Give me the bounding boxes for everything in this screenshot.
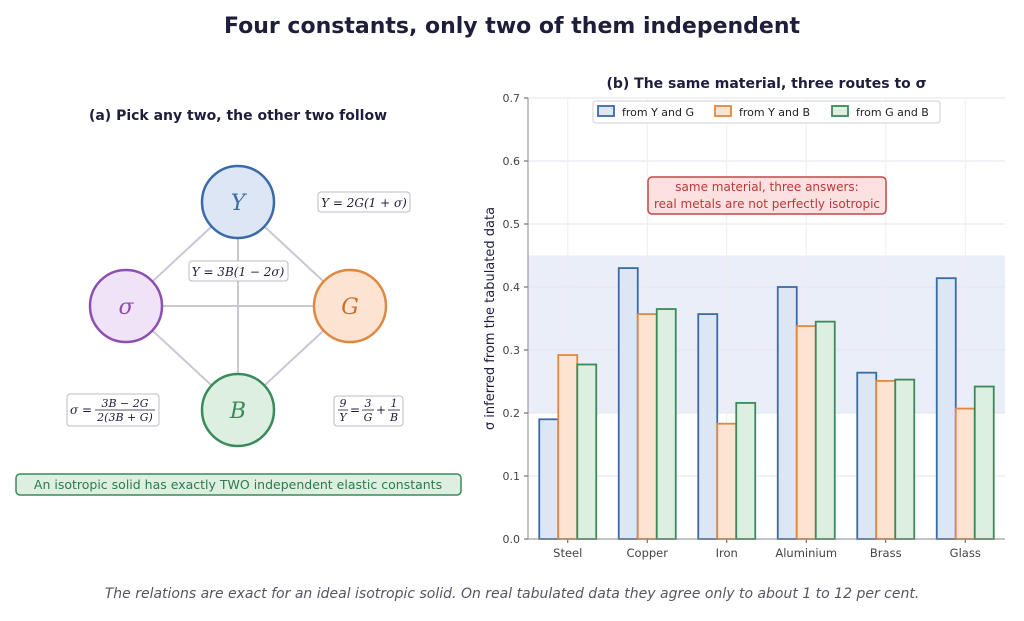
- relation-text: Y = 3B(1 − 2σ): [192, 265, 285, 279]
- relation-sigma-numerator: 3B − 2G: [101, 397, 148, 410]
- footnote: The relations are exact for an ideal iso…: [104, 586, 920, 602]
- bar-copper-series-1: [617, 267, 639, 540]
- annotation-box: [647, 176, 887, 215]
- inv-lhs-num: 9: [340, 397, 347, 410]
- bar-iron-series-2: [716, 422, 738, 540]
- x-tick-label: Iron: [716, 546, 738, 560]
- legend-swatch-2: [714, 105, 732, 117]
- legend-box: [592, 100, 941, 124]
- left-panel-title: (a) Pick any two, the other two follow: [89, 108, 387, 124]
- node-y-circle: [200, 164, 276, 240]
- relation-y-from-g: Y = 2G(1 + σ): [317, 191, 411, 213]
- y-tick-label: 0.6: [503, 155, 521, 168]
- relation-box: [317, 191, 411, 213]
- bar-glass-series-1: [935, 277, 957, 540]
- bar-steel-series-1: [538, 418, 560, 540]
- legend-swatch-1: [597, 105, 615, 117]
- legend-label-1: from Y and G: [622, 106, 694, 119]
- chart-title: (b) The same material, three routes to σ: [606, 76, 926, 92]
- x-tick-label: Aluminium: [775, 546, 837, 560]
- y-tick-label: 0.4: [503, 281, 521, 294]
- inv-plus: +: [376, 403, 386, 417]
- bar-brass-series-3: [894, 378, 916, 540]
- inv-t2-den: B: [389, 411, 398, 424]
- bar-steel-series-2: [557, 354, 579, 540]
- relation-y-from-b: Y = 3B(1 − 2σ): [188, 260, 289, 282]
- x-tick-label: Copper: [627, 546, 669, 560]
- relation-box: [188, 260, 289, 282]
- y-tick-label: 0.2: [503, 407, 521, 420]
- page-title: Four constants, only two of them indepen…: [224, 14, 800, 39]
- y-tick-label: 0.7: [503, 92, 521, 105]
- node-b-label: B: [229, 399, 246, 424]
- sigma-bar-chart: 0.0 0.1 0.2 0.3 0.4 0.5 0.6 0.7 Steel Copper Iron A…: [483, 76, 1005, 560]
- legend-label-2: from Y and B: [739, 106, 810, 119]
- bar-iron-series-3: [735, 402, 757, 540]
- independence-note: An isotropic solid has exactly TWO indep…: [15, 473, 462, 496]
- node-sigma-label: σ: [118, 295, 134, 320]
- node-b-circle: [200, 372, 276, 448]
- node-g-circle: [312, 268, 388, 344]
- relation-sigma-lhs: σ =: [70, 403, 92, 417]
- node-g-label: G: [341, 295, 359, 320]
- node-sigma: σ: [88, 268, 164, 344]
- x-tick-label: Brass: [870, 546, 902, 560]
- y-tick-label: 0.0: [503, 533, 521, 546]
- bar-aluminium-series-1: [776, 286, 798, 540]
- bar-aluminium-series-3: [814, 320, 836, 540]
- annotation-line-1: same material, three answers:: [675, 180, 858, 194]
- relation-sigma: σ = 3B − 2G 2(3B + G): [66, 393, 160, 427]
- legend-label-3: from G and B: [856, 106, 929, 119]
- node-b: B: [200, 372, 276, 448]
- node-g: G: [312, 268, 388, 344]
- bar-brass-series-1: [856, 371, 878, 540]
- inv-lhs-den: Y: [339, 411, 348, 424]
- relation-sigma-denominator: 2(3B + G): [96, 411, 153, 424]
- inv-t1-num: 3: [365, 397, 372, 410]
- relation-inverse: 9 Y = 3 G + 1 B: [333, 395, 404, 427]
- node-y-label: Y: [231, 191, 248, 216]
- note-text: An isotropic solid has exactly TWO indep…: [34, 477, 442, 492]
- node-sigma-circle: [88, 268, 164, 344]
- bar-aluminium-series-2: [795, 325, 817, 540]
- legend-swatch-3: [831, 105, 849, 117]
- inv-t1-den: G: [364, 411, 373, 424]
- inv-eq: =: [350, 403, 360, 417]
- inv-t2-num: 1: [391, 397, 398, 410]
- bar-steel-series-3: [576, 363, 598, 540]
- relation-box: [333, 395, 404, 427]
- y-tick-label: 0.3: [503, 344, 521, 357]
- bar-glass-series-2: [954, 407, 976, 540]
- annotation-line-2: real metals are not perfectly isotropic: [654, 197, 880, 211]
- y-tick-label: 0.5: [503, 218, 521, 231]
- y-axis-label: σ inferred from the tabulated data: [483, 207, 498, 430]
- x-tick-label: Steel: [553, 546, 582, 560]
- bar-copper-series-2: [636, 313, 658, 540]
- bar-copper-series-3: [655, 308, 677, 540]
- bar-brass-series-2: [875, 379, 897, 540]
- x-tick-label: Glass: [950, 546, 981, 560]
- reference-band: [528, 255, 1005, 413]
- bar-glass-series-3: [973, 385, 995, 540]
- bar-iron-series-1: [697, 313, 719, 540]
- y-tick-label: 0.1: [503, 470, 521, 483]
- note-box: [15, 473, 462, 496]
- node-y: Y: [200, 164, 276, 240]
- constants-diagram: (a) Pick any two, the other two follow Y…: [15, 108, 462, 496]
- relation-text: Y = 2G(1 + σ): [321, 196, 407, 210]
